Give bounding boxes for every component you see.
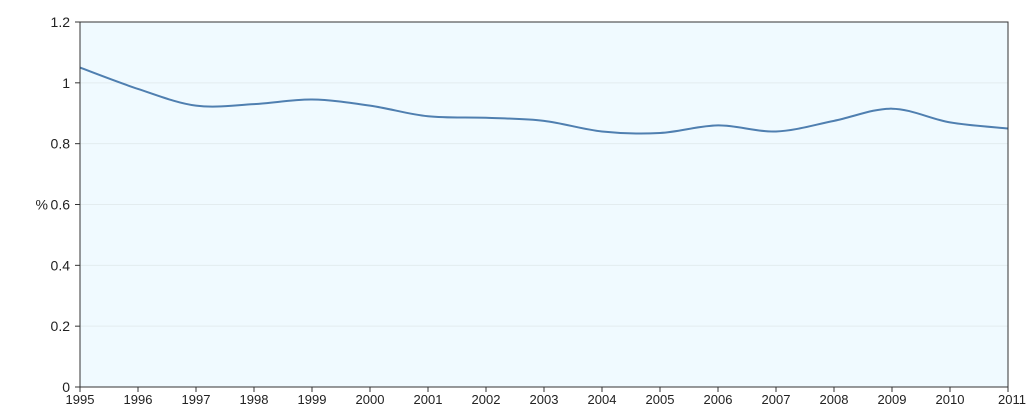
- x-tick-label: 2008: [820, 392, 849, 407]
- plot-frame: [79, 21, 1009, 388]
- x-tick-label: 2010: [936, 392, 965, 407]
- x-tick-label: 2007: [762, 392, 791, 407]
- x-tick-label: 1999: [298, 392, 327, 407]
- x-tick-label: 2003: [530, 392, 559, 407]
- x-tick-label: 2004: [588, 392, 617, 407]
- x-tick-label: 2002: [472, 392, 501, 407]
- series-line: [79, 66, 1009, 135]
- y-tick-label: 0.8: [51, 136, 71, 152]
- y-tick-label: 0.2: [51, 318, 71, 334]
- x-tick-label: 1996: [124, 392, 153, 407]
- x-tick-label: 1995: [66, 392, 95, 407]
- y-axis-ticks: 0 0.2 0.4 0.6 0.8 1 1.2: [51, 14, 80, 395]
- x-tick-label: 1998: [240, 392, 269, 407]
- y-tick-label: 0: [62, 379, 70, 395]
- x-tick-label: 2005: [646, 392, 675, 407]
- x-axis-ticks: 1995 1996 1997 1998 1999 2000 2001 2002 2003 2004…: [66, 387, 1026, 407]
- y-tick-label: 1.2: [51, 14, 71, 30]
- x-tick-label: 2009: [878, 392, 907, 407]
- x-tick-label: 2011: [998, 392, 1026, 407]
- x-tick-label: 1997: [182, 392, 211, 407]
- x-tick-label: 2000: [356, 392, 385, 407]
- x-tick-label: 2006: [704, 392, 733, 407]
- x-tick-label: 2001: [414, 392, 443, 407]
- y-axis-label: %: [36, 197, 48, 213]
- y-tick-label: 0.6: [51, 197, 71, 213]
- y-tick-label: 0.4: [51, 257, 71, 273]
- y-tick-label: 1: [62, 75, 70, 91]
- gridlines: [80, 82, 1008, 327]
